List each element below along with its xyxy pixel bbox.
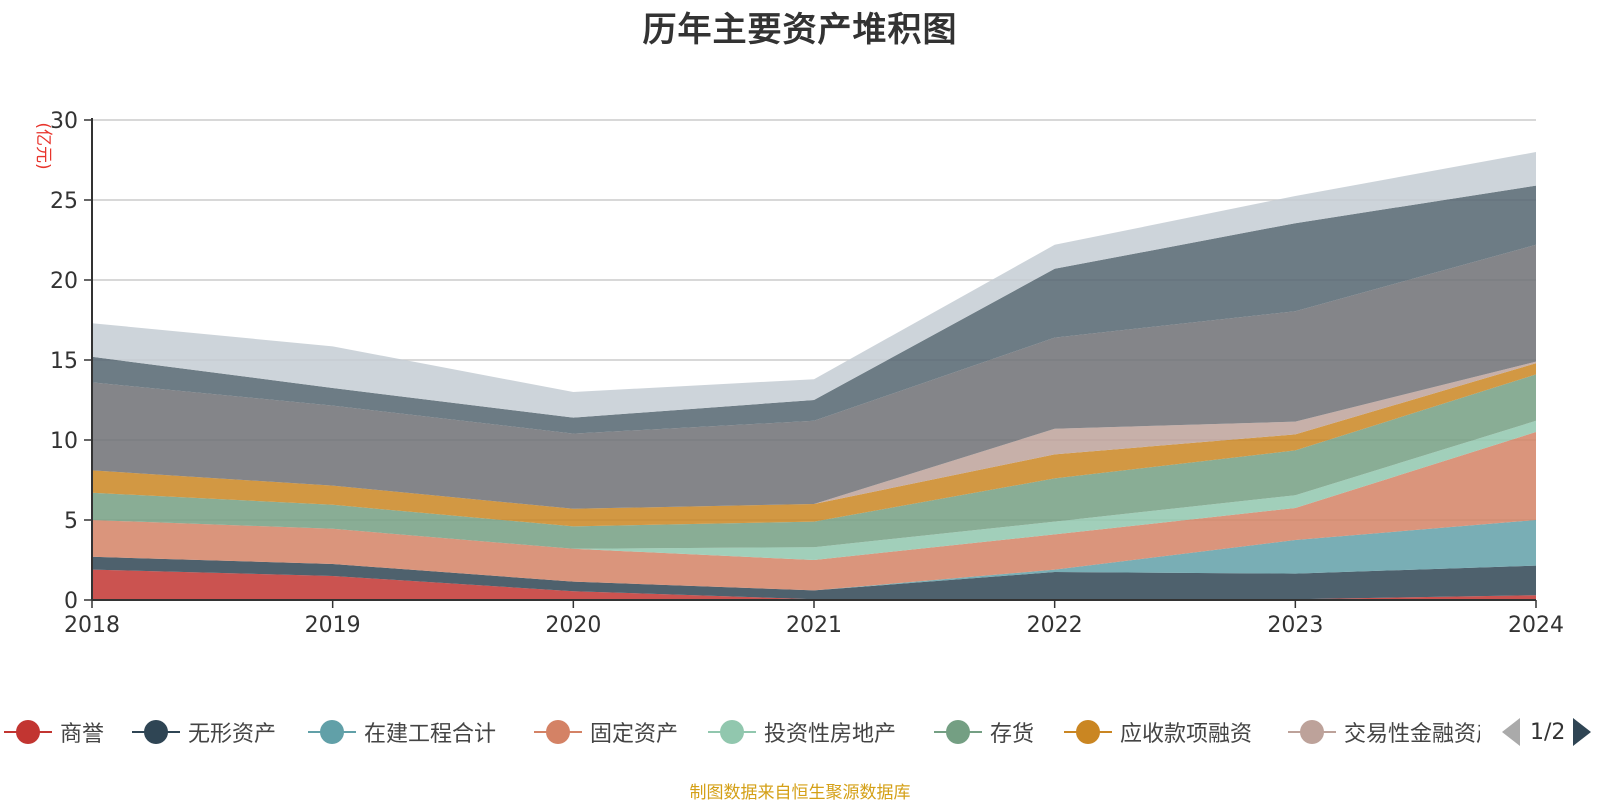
legend-marker-icon (1062, 712, 1114, 752)
legend-label: 无形资产 (188, 722, 277, 747)
legend-label: 应收款项融资 (1120, 722, 1253, 747)
y-tick-label: 25 (50, 189, 78, 214)
y-tick-label: 15 (50, 349, 78, 374)
area-series-2 (92, 556, 1536, 600)
stacked-area-chart: 0 5 10 15 20 25 30 2018 2019 2020 2021 2022 2023 2024… (33, 109, 1564, 638)
legend-marker-icon (130, 712, 182, 752)
legend-item[interactable]: 无形资产 (130, 712, 276, 752)
area-series-8 (92, 361, 1536, 509)
x-tick-label: 2023 (1267, 613, 1323, 638)
legend-label: 商誉 (60, 722, 105, 747)
chart-title: 历年主要资产堆积图 (642, 10, 958, 50)
legend-item[interactable]: 交易性金融资产 (1286, 712, 1498, 752)
area-series-7 (92, 363, 1536, 527)
legend-label: 在建工程合计 (364, 722, 497, 747)
area-series-3 (92, 520, 1536, 591)
legend-next-page-icon[interactable] (1573, 718, 1592, 746)
area-series-1 (92, 569, 1536, 600)
area-series-9 (92, 244, 1536, 509)
y-tick-label: 20 (50, 269, 78, 294)
legend-marker-icon (932, 712, 984, 752)
area-series-11 (92, 152, 1536, 418)
y-tick-label: 5 (64, 509, 78, 534)
legend-marker-icon (2, 712, 54, 752)
area-series-4 (92, 432, 1536, 591)
area-series-10 (92, 185, 1536, 434)
legend-item[interactable]: 存货 (932, 712, 1034, 752)
legend-label: 投资性房地产 (764, 722, 897, 747)
y-tick-label: 0 (64, 589, 78, 614)
legend-prev-page-icon[interactable] (1502, 718, 1520, 746)
legend: 商誉 无形资产 在建工程合计 固定资产 投资性房地产 存货 应收款项融资 交易性金融资产 (0, 712, 1600, 752)
x-tick-label: 2020 (545, 613, 601, 638)
legend-marker-icon (706, 712, 758, 752)
y-tick-label: 10 (50, 429, 78, 454)
legend-item[interactable]: 商誉 (2, 712, 104, 752)
y-axis-unit-label: (亿元) (33, 122, 53, 169)
x-tick-label: 2021 (786, 613, 842, 638)
x-tick-label: 2018 (64, 613, 120, 638)
x-tick-label: 2019 (305, 613, 361, 638)
area-series-6 (92, 374, 1536, 549)
legend-label: 交易性金融资产 (1344, 722, 1499, 747)
legend-marker-icon (1286, 712, 1338, 752)
legend-pager: 1/2 (1500, 712, 1600, 752)
legend-marker-icon (532, 712, 584, 752)
y-tick-label: 30 (50, 109, 78, 134)
legend-item[interactable]: 投资性房地产 (706, 712, 896, 752)
legend-page-indicator: 1/2 (1530, 719, 1566, 745)
legend-overflow-mask (1480, 712, 1500, 752)
legend-label: 存货 (990, 722, 1035, 747)
legend-marker-icon (306, 712, 358, 752)
source-note: 制图数据来自恒生聚源数据库 (689, 783, 911, 803)
legend-item[interactable]: 在建工程合计 (306, 712, 496, 752)
legend-label: 固定资产 (590, 722, 679, 747)
legend-item[interactable]: 应收款项融资 (1062, 712, 1252, 752)
legend-item[interactable]: 固定资产 (532, 712, 678, 752)
x-tick-label: 2024 (1508, 613, 1564, 638)
x-tick-label: 2022 (1027, 613, 1083, 638)
